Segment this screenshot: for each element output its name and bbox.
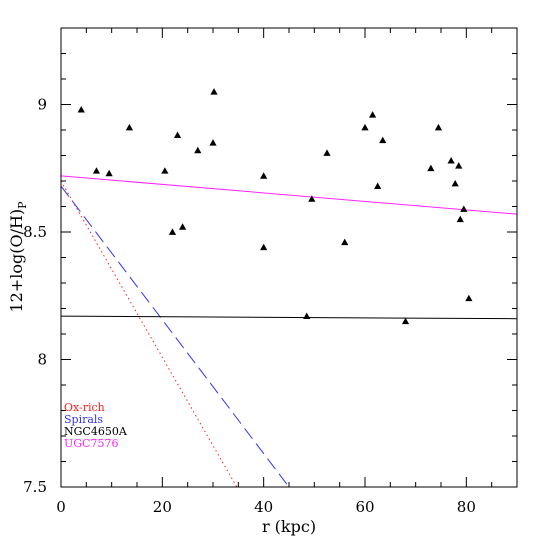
data-point [427,164,435,172]
fit-line-ox-rich [61,180,238,487]
legend-entry-ngc4650a: NGC4650A [64,425,128,438]
data-point [369,111,377,118]
data-point [308,195,316,202]
data-point [341,238,349,246]
data-point [210,88,218,95]
fit-line-spirals [61,185,290,487]
x-tick-label: 60 [355,498,374,516]
data-point [92,167,101,174]
y-tick-label: 9 [37,96,47,114]
data-point [451,179,459,187]
data-point [374,182,382,189]
legend-entry-ox-rich: Ox-rich [64,401,105,414]
data-point [260,243,268,251]
data-point [460,205,468,212]
data-point [179,223,187,230]
data-point [194,146,202,154]
data-point [161,167,169,174]
data-points [77,88,473,325]
data-point [379,136,387,144]
data-point [401,317,410,325]
legend-entry-ugc7576: UGC7576 [64,437,118,450]
data-point [260,172,268,179]
data-point [125,123,133,131]
fit-line-ugc7576 [61,175,517,215]
x-axis-label: r (kpc) [262,517,316,536]
data-point [77,106,85,113]
y-tick-label: 7.5 [23,478,47,496]
data-point [455,162,463,169]
x-tick-label: 20 [153,498,172,516]
data-point [209,139,217,146]
x-tick-label: 80 [457,498,476,516]
y-tick-label: 8.5 [23,223,47,241]
data-point [456,215,464,223]
legend-entry-spirals: Spirals [64,413,103,426]
axis-ticks [60,27,518,488]
data-point [303,312,311,320]
y-tick-label: 8 [37,351,47,369]
fit-lines [61,175,517,487]
x-tick-label: 40 [254,498,273,516]
data-point [434,123,443,131]
y-axis-label: 12+log(O/H)P [7,201,29,313]
y-axis-label-subscript: P [16,201,29,209]
data-point [323,149,331,156]
data-point [105,169,113,177]
plot-frame [60,27,518,488]
y-axis-label-main: 12+log(O/H) [7,209,26,313]
fit-line-ngc4650a [61,315,517,320]
data-point [173,131,182,138]
data-point [361,123,369,131]
data-point [465,294,473,302]
data-point [168,228,177,235]
x-tick-label: 0 [56,498,66,516]
tick-labels: 0 20 40 60 80 7.5 8 8.5 9 [23,96,476,517]
data-point [447,157,455,164]
